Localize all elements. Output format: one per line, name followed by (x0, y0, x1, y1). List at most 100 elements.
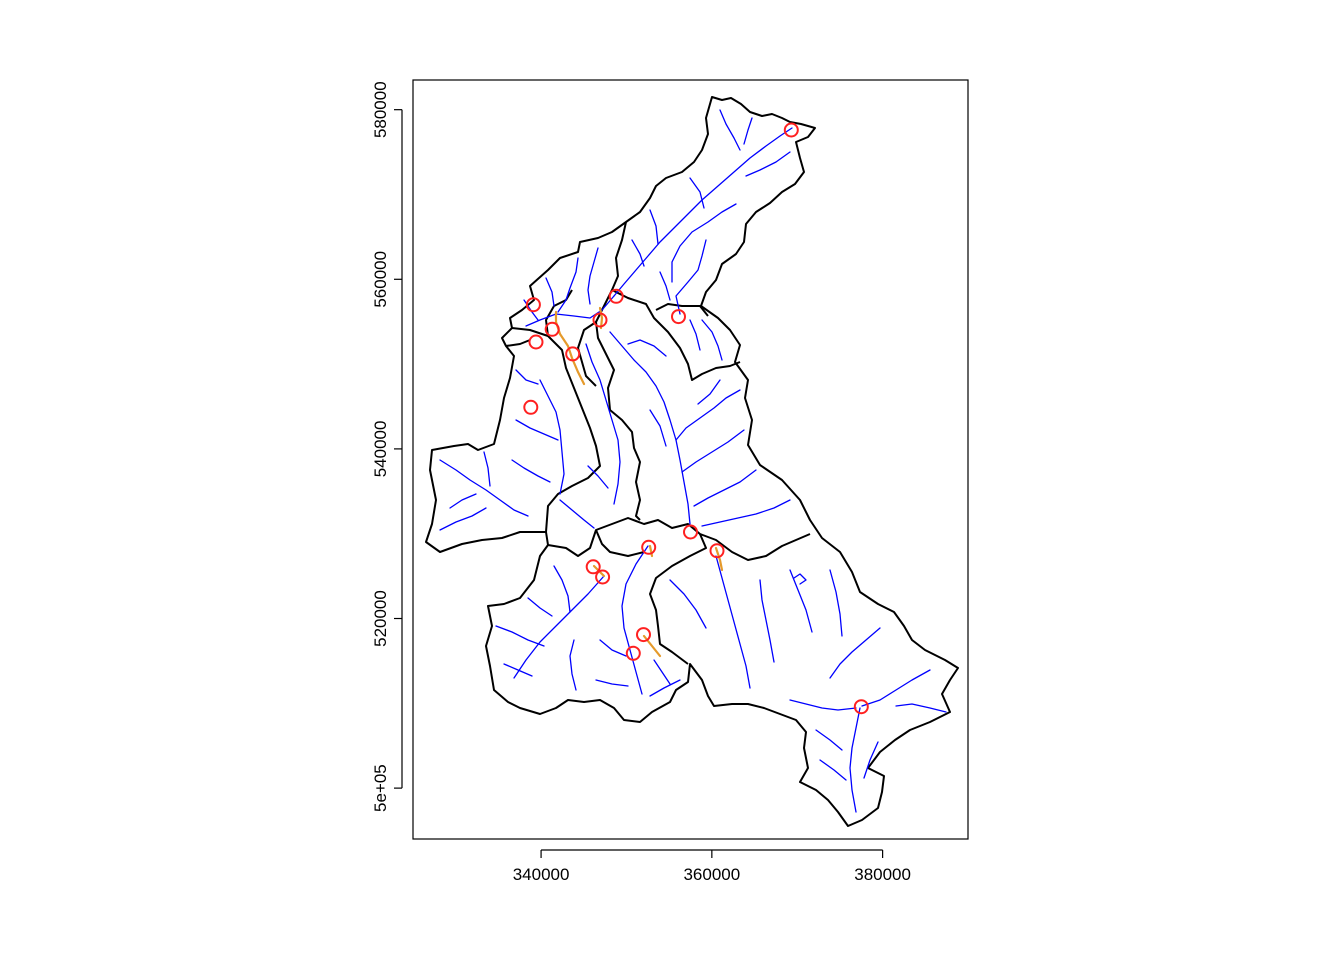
stream-s-t4 (653, 659, 671, 685)
x-tick-label: 380000 (854, 865, 911, 884)
gauge-point-8 (565, 346, 581, 362)
gauge-point-7 (528, 334, 544, 350)
y-tick-label: 580000 (371, 81, 390, 138)
subbasin-divide-1 (595, 221, 641, 521)
stream-trib-n7 (631, 239, 645, 267)
reach-e1 (714, 546, 724, 572)
stream-se-t5 (829, 627, 881, 679)
stream-far-south-t3 (815, 729, 843, 751)
stream-se-t9 (793, 573, 807, 585)
stream-mid-west-t2 (559, 499, 595, 529)
gauge-point-16 (625, 645, 641, 661)
y-axis: 5e+05 520000 540000 560000 580000 (371, 81, 403, 812)
stream-far-south-t1 (819, 759, 847, 781)
subbasin-divide-4 (511, 327, 601, 533)
stream-nw-trib1 (557, 257, 579, 313)
stream-west-main (539, 379, 565, 495)
stream-central-t3 (681, 429, 745, 473)
reach-n-central (598, 306, 604, 330)
gauge-point-6 (544, 321, 560, 337)
gauge-point-3 (608, 288, 624, 304)
subbasin-divide-2 (611, 289, 741, 381)
stream-trib-n3 (745, 151, 791, 177)
stream-central-t4 (693, 469, 757, 507)
stream-s-t3 (649, 679, 681, 697)
y-tick-label: 5e+05 (371, 764, 390, 812)
stream-central-t2 (675, 389, 741, 441)
y-tick-label: 560000 (371, 251, 390, 308)
y-tick-label: 520000 (371, 590, 390, 647)
stream-central-t7 (697, 379, 721, 405)
stream-se-t8 (789, 699, 857, 711)
stream-west-t3 (511, 459, 551, 483)
stream-far-west-t2 (483, 451, 491, 487)
gauge-point-17 (853, 699, 869, 715)
x-tick-label: 340000 (513, 865, 570, 884)
stream-nw-trib3 (587, 247, 599, 305)
gauge-point-11 (641, 539, 657, 555)
gauge-point-1 (783, 122, 799, 138)
stream-sw-t3 (553, 565, 571, 613)
stream-nw-main (525, 295, 615, 327)
stream-se-t4 (829, 569, 843, 637)
x-tick-label: 360000 (683, 865, 740, 884)
subbasin-divide-8 (547, 517, 811, 561)
reach-s2 (642, 634, 662, 658)
plot-frame (412, 79, 969, 840)
stream-se-main (715, 555, 751, 689)
stream-west-t2 (515, 419, 559, 441)
stream-trib-n8 (675, 239, 707, 315)
stream-central-t6 (649, 409, 667, 447)
stream-sw-main (513, 575, 605, 679)
stream-se-t1 (669, 579, 707, 629)
subbasin-divide-7 (505, 339, 531, 347)
gauge-point-9 (523, 399, 539, 415)
stream-mid-west-t1 (587, 465, 609, 489)
stream-central-t1 (627, 339, 667, 357)
catchment-outline (425, 96, 959, 827)
stream-mid-west (585, 343, 621, 505)
stream-trib-n5 (671, 203, 737, 283)
stream-far-west (439, 459, 529, 517)
stream-s-t2 (595, 679, 629, 687)
stream-far-south-t2 (863, 741, 879, 779)
gauge-point-5 (592, 312, 608, 328)
stream-nw-trib2 (545, 277, 555, 307)
stream-network (439, 109, 947, 813)
stream-se-t7 (895, 703, 947, 713)
stream-east-upper-b (689, 319, 701, 351)
stream-central-main (609, 331, 691, 525)
stream-far-south (849, 707, 861, 813)
stream-se-t6 (861, 669, 931, 707)
gauge-points (523, 122, 869, 715)
gauge-point-14 (595, 569, 611, 585)
stream-se-t3 (789, 569, 813, 633)
gauge-point-15 (636, 627, 651, 643)
subbasin-divide-9 (649, 533, 707, 665)
gauge-point-13 (585, 559, 601, 575)
stream-sw-t4 (527, 597, 553, 617)
reach-nw (554, 310, 586, 386)
stream-east-upper (701, 319, 723, 361)
stream-trib-n6 (649, 209, 659, 245)
stream-trib-n2 (743, 117, 753, 145)
highlighted-reaches (554, 306, 724, 658)
stream-s-t1 (599, 639, 627, 657)
stream-trib-n1 (719, 109, 741, 151)
stream-central-t5 (701, 499, 791, 527)
stream-far-west-t1 (449, 493, 477, 509)
stream-far-west-t3 (439, 507, 487, 531)
gauge-point-12 (709, 543, 725, 559)
subbasin-divide-10 (595, 529, 645, 557)
subbasin-divide-3 (655, 303, 709, 317)
stream-west-t1 (515, 369, 539, 385)
catchment-boundaries (425, 96, 959, 827)
gauge-point-4 (671, 309, 686, 325)
gauge-point-10 (683, 524, 698, 540)
gauge-point-2 (525, 297, 541, 313)
x-axis: 340000 360000 380000 (513, 849, 911, 884)
y-tick-label: 540000 (371, 421, 390, 478)
stream-sw-t1 (495, 625, 545, 647)
stream-s-main (621, 545, 649, 695)
